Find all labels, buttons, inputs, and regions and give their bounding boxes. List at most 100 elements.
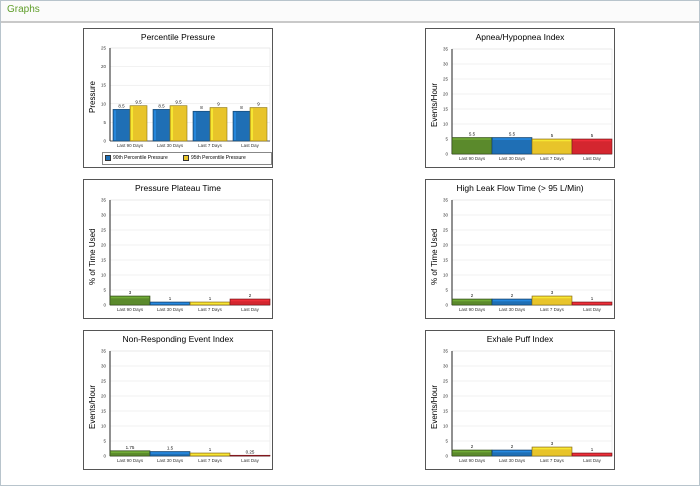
y-tick-label: 15 [101,258,107,263]
y-tick-label: 10 [443,273,449,278]
y-tick-label: 5 [103,120,106,125]
bar [451,137,493,155]
x-tick-label: Last 7 Days [198,458,223,463]
x-tick-label: Last 30 Days [499,307,526,312]
y-tick-label: 30 [101,213,107,218]
bar-highlight [171,106,173,140]
y-tick-label: 0 [445,454,448,459]
data-label: 9 [217,102,220,107]
bar-highlight [191,453,229,456]
x-tick-label: Last Day [241,307,260,312]
y-tick-label: 10 [443,122,449,127]
chart-panel-pressure-plateau-time: Pressure Plateau Time% of Time Used 0 5 10 1… [83,179,273,319]
bar-highlight [493,450,531,453]
plot-area [109,350,271,457]
plot-area [451,350,613,457]
data-label: 1.75 [126,445,135,450]
y-tick-label: 0 [103,139,106,144]
bar [209,107,228,142]
y-tick-label: 20 [101,394,107,399]
data-label: 9.5 [175,100,182,105]
bar-highlight [194,112,196,140]
bar [229,298,271,306]
y-tick-label: 30 [101,364,107,369]
data-label: 3 [129,290,132,295]
bar-highlight [533,296,571,299]
data-label: 2 [471,293,474,298]
x-tick-label: Last 30 Days [499,458,526,463]
x-tick-label: Last Day [241,143,260,148]
legend-swatch [183,155,189,161]
y-tick-label: 10 [443,424,449,429]
x-tick-label: Last 90 Days [117,307,144,312]
y-tick-label: 35 [443,47,449,52]
y-tick-label: 25 [443,379,449,384]
chart-title: Percentile Pressure [140,32,216,42]
data-label: 3 [551,441,554,446]
bar-highlight [251,108,253,140]
bar-highlight [131,106,133,140]
bar-highlight [114,110,116,140]
y-tick-label: 25 [101,46,107,51]
x-tick-label: Last 90 Days [117,458,144,463]
bar [109,295,151,306]
bar-highlight [111,451,149,454]
y-tick-label: 20 [101,64,107,69]
bar [491,137,533,155]
data-label: 8.5 [158,103,165,108]
y-tick-label: 20 [443,394,449,399]
y-tick-label: 25 [443,77,449,82]
legend-label: 90th Percentile Pressure [113,155,168,161]
chart-title: Apnea/Hypopnea Index [475,32,565,42]
data-label: 1 [209,296,212,301]
bar [531,295,573,306]
data-label: 3 [551,290,554,295]
y-tick-label: 25 [101,379,107,384]
data-label: 5 [551,133,554,138]
y-tick-label: 30 [443,364,449,369]
chart-title: Non-Responding Event Index [122,334,234,344]
y-tick-label: 35 [443,349,449,354]
y-tick-label: 35 [443,198,449,203]
bar-highlight [151,452,189,454]
bar-highlight [154,110,156,140]
data-label: 2 [249,293,252,298]
bar-highlight [231,299,269,302]
y-tick-label: 15 [443,107,449,112]
chart-title: Exhale Puff Index [486,334,554,344]
x-tick-label: Last 7 Days [198,307,223,312]
y-tick-label: 15 [443,409,449,414]
x-tick-label: Last 7 Days [540,458,565,463]
data-label: 1 [209,447,212,452]
bar [531,446,573,457]
bar [169,105,188,142]
data-label: 5.5 [509,132,516,137]
data-label: 1 [591,447,594,452]
data-label: 0.25 [246,449,255,454]
x-tick-label: Last 90 Days [117,143,144,148]
x-tick-label: Last Day [583,307,602,312]
chart-panel-high-leak-flow-time: High Leak Flow Time (> 95 L/Min)% of Tim… [425,179,615,319]
y-tick-label: 15 [101,83,107,88]
chart-svg: 0 5 10 15 20 25 30 35 Last 90 Days Last 30 Days La… [443,198,613,312]
y-tick-label: 20 [443,92,449,97]
data-label: 8 [200,105,203,110]
y-tick-label: 30 [443,213,449,218]
x-tick-label: Last 7 Days [540,307,565,312]
x-tick-label: Last Day [241,458,260,463]
bar-highlight [151,302,189,305]
y-tick-label: 0 [103,303,106,308]
y-tick-label: 0 [445,303,448,308]
y-tick-label: 5 [103,439,106,444]
bar-highlight [493,299,531,302]
chart-panel-exhale-puff-index: Exhale Puff Index Events/Hour 0 5 10 15 20 25 30… [425,330,615,470]
bar-highlight [573,302,611,305]
bar-highlight [453,299,491,302]
bar-highlight [533,139,571,142]
bar [129,105,148,142]
y-tick-label: 30 [443,62,449,67]
y-tick-label: 5 [103,288,106,293]
chart-legend: 90th Percentile Pressure 95th Percentile … [102,152,272,165]
x-tick-label: Last 90 Days [459,156,486,161]
